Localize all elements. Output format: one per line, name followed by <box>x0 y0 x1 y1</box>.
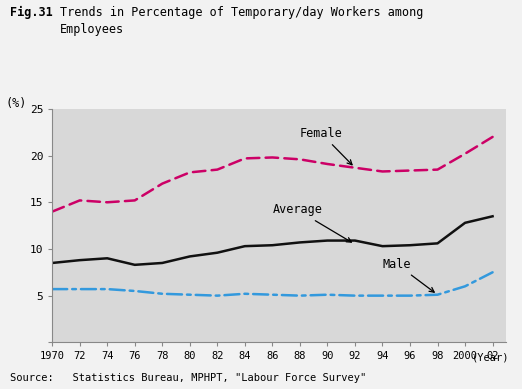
Text: (Year): (Year) <box>471 352 509 362</box>
Text: Fig.31: Fig.31 <box>10 6 53 19</box>
Text: (%): (%) <box>5 96 27 110</box>
Text: Trends in Percentage of Temporary/day Workers among: Trends in Percentage of Temporary/day Wo… <box>60 6 423 19</box>
Text: Average: Average <box>272 203 351 242</box>
Text: Male: Male <box>383 258 434 292</box>
Text: Source:   Statistics Bureau, MPHPT, "Labour Force Survey": Source: Statistics Bureau, MPHPT, "Labou… <box>10 373 366 384</box>
Text: Employees: Employees <box>60 23 124 36</box>
Text: Female: Female <box>300 127 352 165</box>
